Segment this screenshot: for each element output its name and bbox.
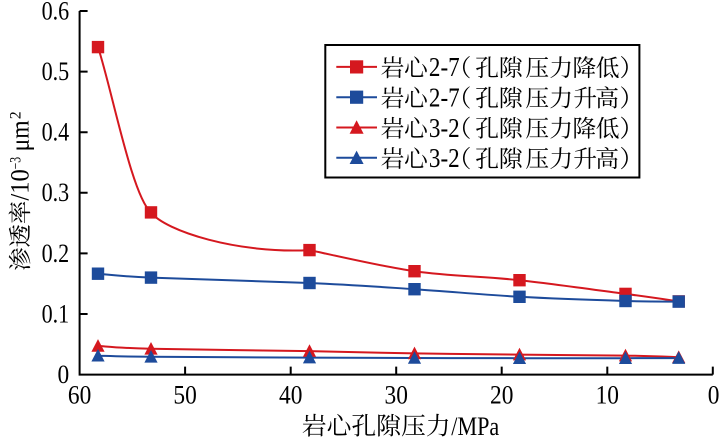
svg-text:−3: −3 [7,157,24,170]
svg-text:3-2: 3-2 [429,142,460,173]
svg-text:0: 0 [708,380,720,409]
svg-text:0.3: 0.3 [42,178,70,207]
svg-text:50: 50 [173,380,196,409]
svg-text:0.6: 0.6 [42,0,70,25]
svg-text:μm: μm [5,120,34,151]
svg-text:0: 0 [58,360,70,389]
svg-text:2: 2 [7,111,24,119]
svg-text:2-7: 2-7 [429,82,460,113]
svg-text:10: 10 [596,380,619,409]
svg-text:20: 20 [490,380,513,409]
svg-text:2-7: 2-7 [429,51,460,82]
svg-text:40: 40 [279,380,302,409]
svg-text:0.4: 0.4 [42,118,70,147]
svg-text:/MPa: /MPa [451,412,499,441]
svg-text:/10: /10 [5,169,34,200]
svg-text:0.2: 0.2 [42,239,70,268]
svg-text:60: 60 [68,380,91,409]
svg-text:30: 30 [385,380,408,409]
svg-text:0.1: 0.1 [42,299,70,328]
svg-text:0.5: 0.5 [42,57,70,86]
svg-text:3-2: 3-2 [429,112,460,143]
